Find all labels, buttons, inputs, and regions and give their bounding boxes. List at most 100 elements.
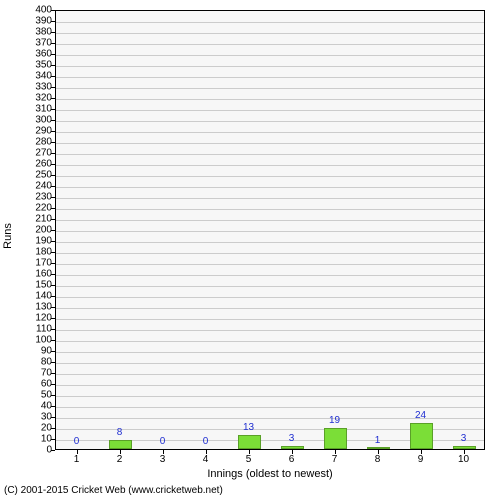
- bar: [324, 428, 348, 449]
- y-tick-mark: [51, 87, 55, 88]
- bar-value-label: 24: [415, 410, 426, 421]
- grid-line: [56, 220, 484, 221]
- grid-line: [56, 77, 484, 78]
- y-tick-mark: [51, 43, 55, 44]
- x-tick-mark: [206, 450, 207, 454]
- y-tick-label: 150: [35, 280, 52, 291]
- y-tick-label: 240: [35, 181, 52, 192]
- y-tick-mark: [51, 54, 55, 55]
- y-tick-mark: [51, 340, 55, 341]
- y-tick-label: 280: [35, 137, 52, 148]
- y-tick-mark: [51, 252, 55, 253]
- y-tick-label: 110: [36, 324, 52, 335]
- y-tick-label: 350: [35, 60, 52, 71]
- grid-line: [56, 22, 484, 23]
- grid-line: [56, 385, 484, 386]
- y-tick-label: 370: [35, 38, 52, 49]
- x-tick-mark: [120, 450, 121, 454]
- bar: [453, 446, 477, 449]
- y-tick-mark: [51, 120, 55, 121]
- y-tick-mark: [51, 21, 55, 22]
- y-tick-mark: [51, 395, 55, 396]
- y-tick-label: 220: [35, 203, 52, 214]
- y-tick-label: 180: [35, 247, 52, 258]
- bar: [410, 423, 434, 449]
- grid-line: [56, 209, 484, 210]
- y-tick-mark: [51, 98, 55, 99]
- grid-line: [56, 407, 484, 408]
- bar-value-label: 19: [329, 415, 340, 426]
- grid-line: [56, 33, 484, 34]
- x-tick-mark: [464, 450, 465, 454]
- grid-line: [56, 198, 484, 199]
- x-tick-label: 10: [458, 454, 469, 465]
- y-tick-mark: [51, 351, 55, 352]
- grid-line: [56, 297, 484, 298]
- y-tick-mark: [51, 285, 55, 286]
- x-tick-label: 9: [418, 454, 424, 465]
- grid-line: [56, 319, 484, 320]
- grid-line: [56, 275, 484, 276]
- x-tick-label: 2: [117, 454, 123, 465]
- y-tick-label: 400: [35, 5, 52, 16]
- y-tick-mark: [51, 263, 55, 264]
- y-tick-mark: [51, 307, 55, 308]
- y-tick-mark: [51, 142, 55, 143]
- x-tick-label: 5: [246, 454, 252, 465]
- y-tick-label: 130: [35, 302, 52, 313]
- x-tick-mark: [292, 450, 293, 454]
- bar-value-label: 0: [160, 436, 166, 447]
- grid-line: [56, 341, 484, 342]
- y-tick-label: 230: [35, 192, 52, 203]
- y-tick-mark: [51, 274, 55, 275]
- bar-value-label: 0: [203, 436, 209, 447]
- plot-area: [55, 10, 485, 450]
- grid-line: [56, 99, 484, 100]
- y-tick-label: 340: [35, 71, 52, 82]
- y-tick-mark: [51, 109, 55, 110]
- y-tick-label: 320: [35, 93, 52, 104]
- grid-line: [56, 165, 484, 166]
- y-tick-mark: [51, 230, 55, 231]
- y-tick-mark: [51, 65, 55, 66]
- y-tick-label: 310: [35, 104, 52, 115]
- grid-line: [56, 121, 484, 122]
- y-tick-mark: [51, 384, 55, 385]
- y-tick-label: 140: [35, 291, 52, 302]
- bar-value-label: 3: [289, 433, 295, 444]
- grid-line: [56, 308, 484, 309]
- footer-copyright: (C) 2001-2015 Cricket Web (www.cricketwe…: [4, 485, 223, 496]
- y-tick-label: 360: [35, 49, 52, 60]
- x-tick-label: 3: [160, 454, 166, 465]
- x-axis-title: Innings (oldest to newest): [207, 468, 332, 480]
- y-tick-mark: [51, 76, 55, 77]
- grid-line: [56, 143, 484, 144]
- x-tick-mark: [421, 450, 422, 454]
- y-tick-mark: [51, 186, 55, 187]
- y-tick-label: 100: [35, 335, 52, 346]
- grid-line: [56, 363, 484, 364]
- bar-value-label: 3: [461, 433, 467, 444]
- y-tick-mark: [51, 153, 55, 154]
- grid-line: [56, 66, 484, 67]
- y-tick-mark: [51, 329, 55, 330]
- x-tick-mark: [249, 450, 250, 454]
- grid-line: [56, 132, 484, 133]
- bar-value-label: 1: [375, 435, 381, 446]
- y-tick-label: 160: [35, 269, 52, 280]
- y-tick-mark: [51, 131, 55, 132]
- y-tick-mark: [51, 417, 55, 418]
- y-tick-label: 120: [35, 313, 52, 324]
- bar: [109, 440, 133, 449]
- grid-line: [56, 231, 484, 232]
- grid-line: [56, 154, 484, 155]
- grid-line: [56, 110, 484, 111]
- y-tick-mark: [51, 164, 55, 165]
- y-tick-mark: [51, 175, 55, 176]
- y-tick-label: 290: [35, 126, 52, 137]
- bar: [238, 435, 262, 449]
- x-tick-label: 4: [203, 454, 209, 465]
- y-tick-mark: [51, 208, 55, 209]
- y-tick-mark: [51, 373, 55, 374]
- bar-value-label: 8: [117, 427, 123, 438]
